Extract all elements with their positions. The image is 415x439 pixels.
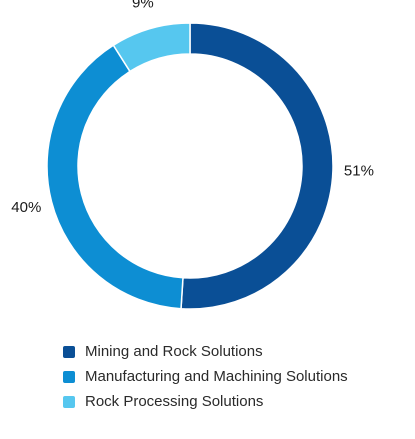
slice-mining-and-rock-solutions <box>180 22 334 310</box>
legend-label-mining-and-rock-solutions: Mining and Rock Solutions <box>85 343 263 360</box>
slice-label-manufacturing-and-machining-solutions: 40% <box>11 199 41 216</box>
slice-manufacturing-and-machining-solutions <box>46 44 184 310</box>
slice-rock-processing-solutions <box>112 22 191 73</box>
legend-swatch-manufacturing-and-machining-solutions <box>63 371 75 383</box>
slice-group <box>46 22 334 310</box>
legend-swatch-rock-processing-solutions <box>63 396 75 408</box>
slice-label-rock-processing-solutions: 9% <box>132 0 154 12</box>
slice-label-group: 51% 40% 9% <box>11 0 374 216</box>
slice-label-mining-and-rock-solutions: 51% <box>344 162 374 179</box>
legend: Mining and Rock Solutions Manufacturing a… <box>63 343 348 410</box>
legend-label-manufacturing-and-machining-solutions: Manufacturing and Machining Solutions <box>85 368 348 385</box>
legend-label-rock-processing-solutions: Rock Processing Solutions <box>85 393 263 410</box>
legend-swatch-mining-and-rock-solutions <box>63 346 75 358</box>
